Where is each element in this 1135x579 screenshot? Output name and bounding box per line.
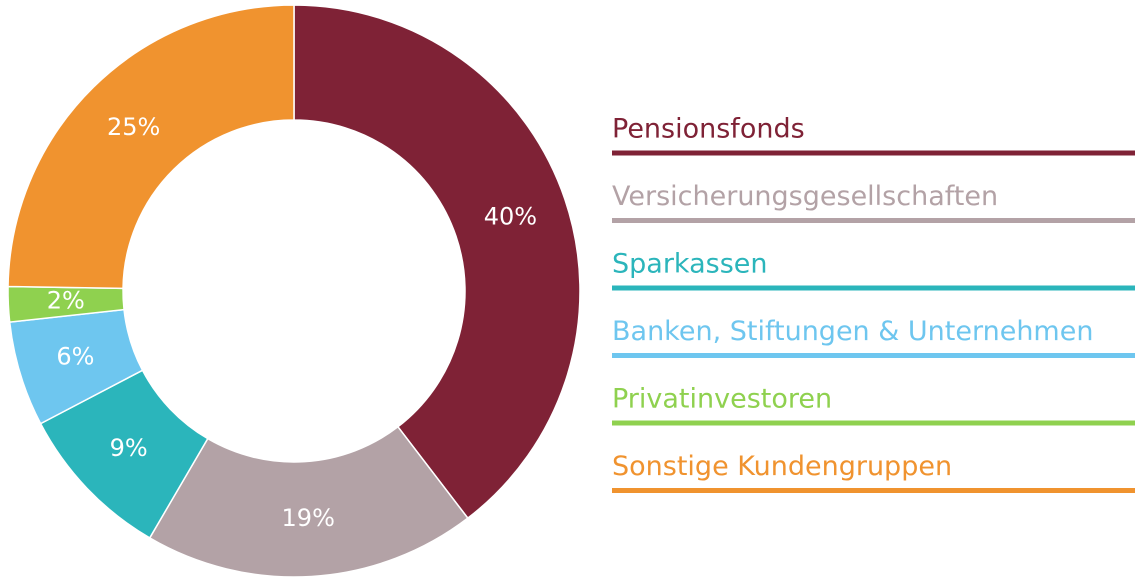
slice	[7, 4, 295, 290]
slice	[293, 4, 581, 520]
legend-label: Privatinvestoren	[612, 384, 832, 415]
data-label: 19%	[282, 504, 335, 532]
slice	[148, 425, 469, 578]
data-label: 9%	[110, 434, 148, 462]
legend-label: Banken, Stiftungen & Unternehmen	[612, 316, 1093, 347]
legend-label: Sparkassen	[612, 249, 768, 280]
legend-label: Pensionsfonds	[612, 114, 805, 145]
legend-label: Versicherungsgesellschaften	[612, 181, 998, 212]
legend-label: Sonstige Kundengruppen	[612, 451, 952, 482]
data-label: 25%	[107, 113, 160, 141]
data-label: 6%	[56, 343, 94, 371]
data-label: 2%	[47, 287, 85, 315]
data-label: 40%	[484, 203, 537, 231]
